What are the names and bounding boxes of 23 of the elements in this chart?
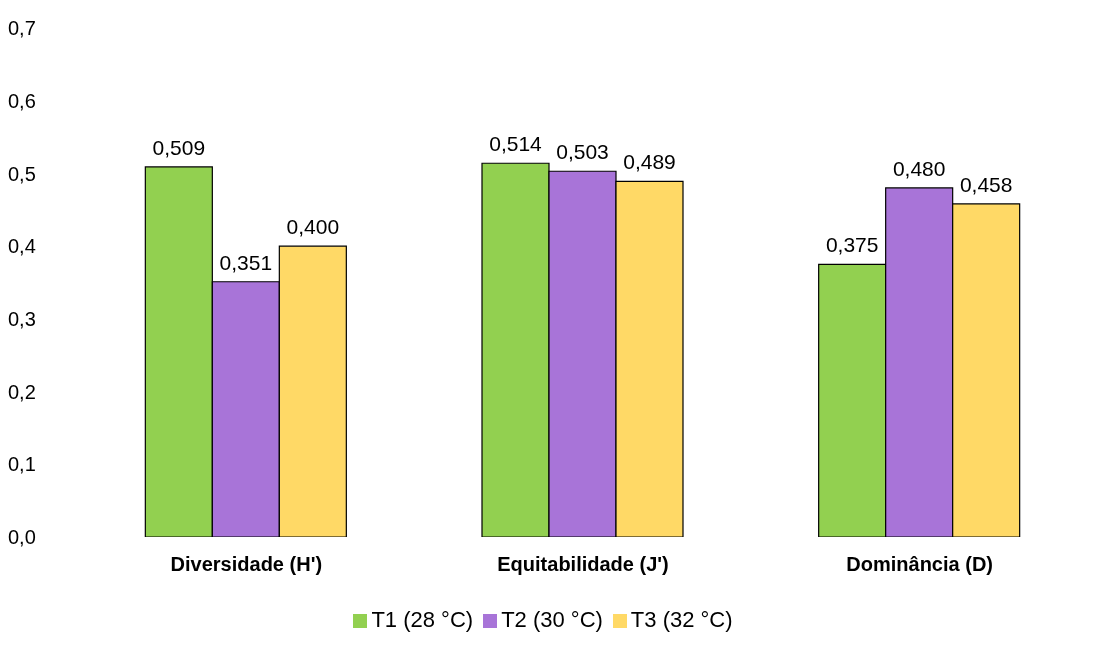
data-label: 0,400	[286, 215, 340, 239]
x-tick-label: Dominância (D)	[846, 553, 994, 576]
y-tick-label: 0,1	[8, 453, 36, 476]
y-tick-label: 0,5	[8, 162, 36, 185]
legend-label: T3 (32 °C)	[630, 607, 733, 632]
data-label: 0,458	[959, 172, 1013, 196]
legend-label: T1 (28 °C)	[371, 607, 474, 632]
y-tick-label: 0,4	[8, 235, 36, 258]
legend-label: T2 (30 °C)	[501, 607, 603, 632]
y-tick-label: 0,0	[8, 526, 36, 549]
y-tick-label: 0,6	[8, 89, 36, 112]
data-label: 0,351	[219, 250, 273, 274]
data-label: 0,503	[556, 140, 609, 164]
data-label: 0,375	[825, 233, 879, 257]
y-tick-label: 0,2	[8, 380, 36, 403]
data-label: 0,489	[623, 150, 676, 174]
y-tick-label: 0,7	[8, 17, 36, 40]
data-label: 0,514	[489, 132, 543, 156]
data-label: 0,480	[892, 156, 946, 180]
y-tick-label: 0,3	[8, 307, 36, 330]
x-tick-label: Equitabilidade (J')	[497, 553, 669, 576]
data-label: 0,509	[152, 135, 206, 159]
x-tick-label: Diversidade (H')	[170, 553, 323, 576]
